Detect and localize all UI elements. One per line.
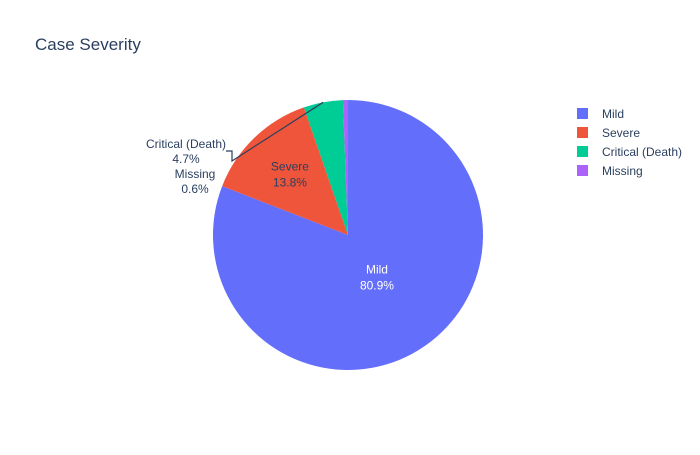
slice-percent-severe: 13.8% bbox=[273, 176, 307, 190]
legend-label-critical-death: Critical (Death) bbox=[602, 145, 682, 159]
slice-label-critical-death: Critical (Death) bbox=[146, 137, 226, 151]
slice-percent-critical-death: 4.7% bbox=[172, 152, 200, 166]
slice-percent-missing: 0.6% bbox=[181, 182, 209, 196]
legend: Mild Severe Critical (Death) Missing bbox=[577, 107, 682, 178]
legend-label-missing: Missing bbox=[602, 164, 643, 178]
slice-percent-mild: 80.9% bbox=[360, 278, 394, 292]
legend-swatch-critical-death bbox=[577, 146, 588, 157]
slice-label-severe: Severe bbox=[271, 160, 309, 174]
pie-slices bbox=[212, 100, 484, 371]
legend-label-severe: Severe bbox=[602, 126, 640, 140]
legend-item-mild[interactable]: Mild bbox=[577, 107, 624, 121]
leader-line-critical-death bbox=[226, 101, 324, 163]
legend-swatch-missing bbox=[577, 165, 588, 176]
legend-swatch-severe bbox=[577, 127, 588, 138]
pie-slice-missing[interactable] bbox=[342, 100, 348, 235]
legend-item-missing[interactable]: Missing bbox=[577, 164, 643, 178]
pie-slice-mild[interactable] bbox=[212, 100, 484, 371]
pie-labels: Mild 80.9% Severe 13.8% Critical (Death)4.7%… bbox=[146, 101, 394, 292]
legend-swatch-mild bbox=[577, 108, 588, 119]
chart-title: Case Severity bbox=[35, 35, 141, 54]
legend-item-severe[interactable]: Severe bbox=[577, 126, 640, 140]
pie-slice-critical-death[interactable] bbox=[303, 100, 348, 236]
pie-slice-severe[interactable] bbox=[222, 107, 348, 235]
slice-label-missing: Missing bbox=[175, 167, 216, 181]
legend-item-critical-death[interactable]: Critical (Death) bbox=[577, 145, 682, 159]
slice-label-mild: Mild bbox=[366, 262, 388, 276]
legend-label-mild: Mild bbox=[602, 107, 624, 121]
